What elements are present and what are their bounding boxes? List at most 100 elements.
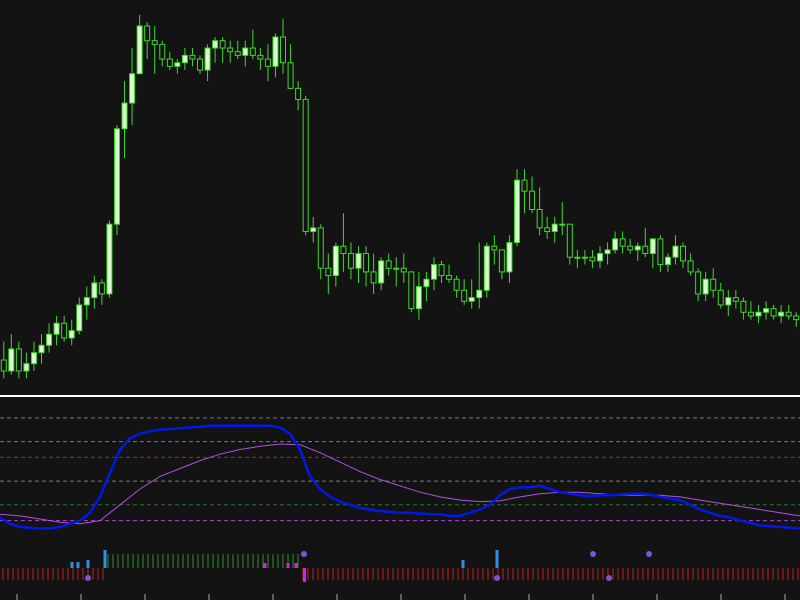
candle-body [438, 264, 445, 277]
candle [793, 312, 800, 327]
candle-body [38, 344, 45, 354]
candle [136, 15, 143, 75]
candle [778, 304, 785, 324]
candle-body [204, 47, 211, 71]
candle-body [174, 62, 181, 67]
candle [634, 242, 641, 261]
candle [181, 48, 188, 71]
candle-body [657, 238, 664, 266]
candle-body [491, 245, 498, 251]
signal-dot [301, 551, 307, 557]
signal-dot [85, 575, 91, 581]
candle [491, 235, 498, 265]
candle [264, 44, 271, 82]
candle [0, 341, 7, 379]
candle [129, 48, 136, 126]
candle [430, 257, 437, 291]
candle [340, 213, 347, 272]
candle-body [280, 36, 287, 64]
candle-body [778, 311, 785, 317]
candle-body [61, 322, 68, 339]
candle-body [710, 278, 717, 291]
candle [680, 242, 687, 269]
candle [664, 253, 671, 272]
candle [785, 304, 792, 320]
candle [423, 271, 430, 302]
candle-body [310, 227, 317, 233]
candle [453, 275, 460, 298]
candle [461, 279, 468, 305]
candle [46, 323, 53, 353]
candle [151, 26, 158, 74]
candle-body [83, 297, 90, 306]
histogram-signal-bar [495, 550, 499, 568]
candle [506, 235, 513, 283]
candle-body [159, 43, 166, 60]
histogram-signal-bar [103, 550, 107, 568]
candle [657, 235, 664, 272]
candle [287, 44, 294, 89]
candle [234, 40, 241, 60]
candle [98, 279, 105, 305]
candle-body [325, 267, 332, 277]
candle [249, 29, 256, 60]
candle-body [755, 311, 762, 317]
candle-body [385, 260, 392, 269]
candle-body [113, 128, 120, 225]
candle-body [332, 245, 339, 277]
candle-body [98, 282, 105, 295]
candle [393, 257, 400, 287]
candle [725, 290, 732, 316]
signal-dot [646, 551, 652, 557]
candle [370, 253, 377, 294]
signal-dot [590, 551, 596, 557]
histogram-signal-bar [263, 563, 267, 568]
candle [763, 301, 770, 320]
candle-body [612, 238, 619, 251]
candle-body [461, 289, 468, 302]
candle-body [8, 348, 15, 372]
candle-body [574, 256, 581, 259]
candle-body [725, 297, 732, 306]
candle [619, 231, 626, 254]
candle-body [378, 260, 385, 284]
candle-body [227, 47, 234, 53]
candle-body [189, 54, 196, 60]
candle [627, 238, 634, 254]
candle-body [732, 297, 739, 302]
candle [113, 125, 120, 236]
candle [174, 59, 181, 74]
candle [38, 334, 45, 364]
candle-body [257, 54, 264, 60]
candle [589, 249, 596, 269]
candle [408, 271, 415, 313]
candle [347, 242, 354, 280]
candle-body [702, 278, 709, 295]
candle-body [672, 245, 679, 258]
candle [513, 169, 520, 247]
candle-body [430, 264, 437, 280]
candle-body [747, 311, 754, 317]
candle [332, 242, 339, 287]
candle-body [136, 25, 143, 75]
candle [642, 227, 649, 258]
candle [566, 223, 573, 265]
signal-dot [606, 575, 612, 581]
candle-body [46, 333, 53, 346]
candle [68, 319, 75, 346]
candle [438, 260, 445, 283]
candle [15, 341, 22, 379]
candle-body [536, 209, 543, 229]
candle-body [529, 190, 536, 211]
indicator-histogram [2, 550, 799, 582]
candle-body [15, 348, 22, 372]
candle-body [302, 98, 309, 233]
candle [740, 297, 747, 320]
candle-body [680, 245, 687, 262]
candle [604, 242, 611, 265]
candle [717, 282, 724, 309]
candle-body [264, 58, 271, 67]
candle [521, 169, 528, 214]
candle-body [589, 256, 596, 262]
